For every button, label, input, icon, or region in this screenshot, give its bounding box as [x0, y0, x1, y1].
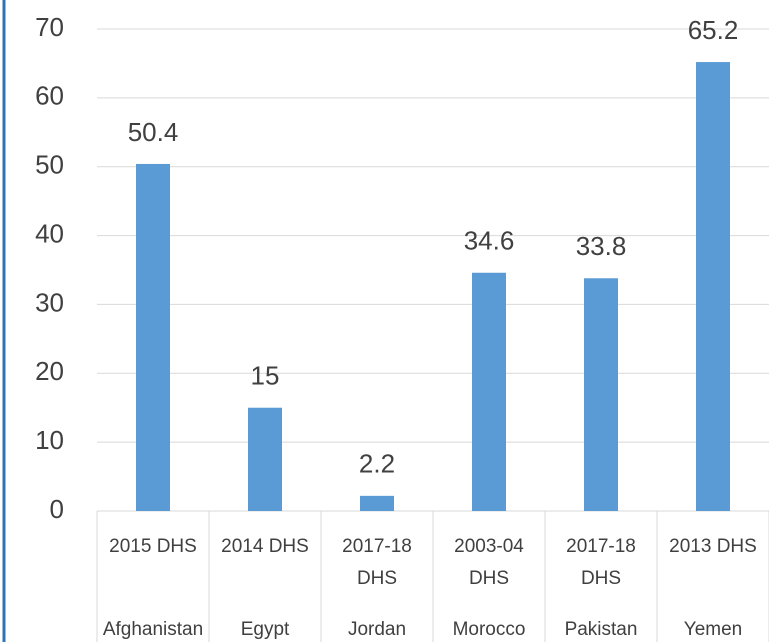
bar [584, 278, 618, 511]
x-tick-label: 2003-04 DHS [454, 536, 524, 589]
bar [360, 495, 394, 511]
x-tick-label-box: 2017-18 DHS [566, 536, 636, 589]
bar [136, 163, 170, 511]
y-tick-label: 50 [35, 150, 64, 180]
y-tick-label: 20 [35, 356, 64, 386]
x-group-label: Pakistan [565, 619, 638, 640]
y-tick-label: 30 [35, 287, 64, 317]
x-group-label: Morocco [453, 619, 526, 640]
data-label: 65.2 [688, 15, 739, 45]
bar [248, 407, 282, 511]
bar [472, 272, 506, 511]
y-tick-label: 70 [35, 12, 64, 42]
y-tick-label: 0 [50, 494, 64, 524]
x-group-label: Yemen [684, 619, 742, 640]
data-label: 33.8 [576, 231, 627, 261]
y-tick-label: 10 [35, 425, 64, 455]
data-label: 15 [251, 361, 280, 391]
data-label: 50.4 [128, 117, 179, 147]
x-tick-label-box: 2015 DHS [109, 536, 197, 557]
x-group-label: Jordan [348, 619, 406, 640]
x-tick-label: 2014 DHS [221, 536, 309, 557]
data-label: 34.6 [464, 226, 515, 256]
x-tick-label: 2017-18 DHS [566, 536, 636, 589]
y-tick-label: 40 [35, 218, 64, 248]
x-group-label: Egypt [241, 619, 290, 640]
x-group-label: Afghanistan [103, 619, 203, 640]
bar [696, 62, 730, 512]
y-tick-label: 60 [35, 81, 64, 111]
x-tick-label: 2013 DHS [669, 536, 757, 557]
x-tick-label-box: 2014 DHS [221, 536, 309, 557]
x-tick-label-box: 2003-04 DHS [454, 536, 524, 589]
x-tick-label-box: 2017-18 DHS [342, 536, 412, 589]
x-tick-label: 2017-18 DHS [342, 536, 412, 589]
x-tick-label: 2015 DHS [109, 536, 197, 557]
data-label: 2.2 [359, 449, 395, 479]
x-tick-label-box: 2013 DHS [669, 536, 757, 557]
